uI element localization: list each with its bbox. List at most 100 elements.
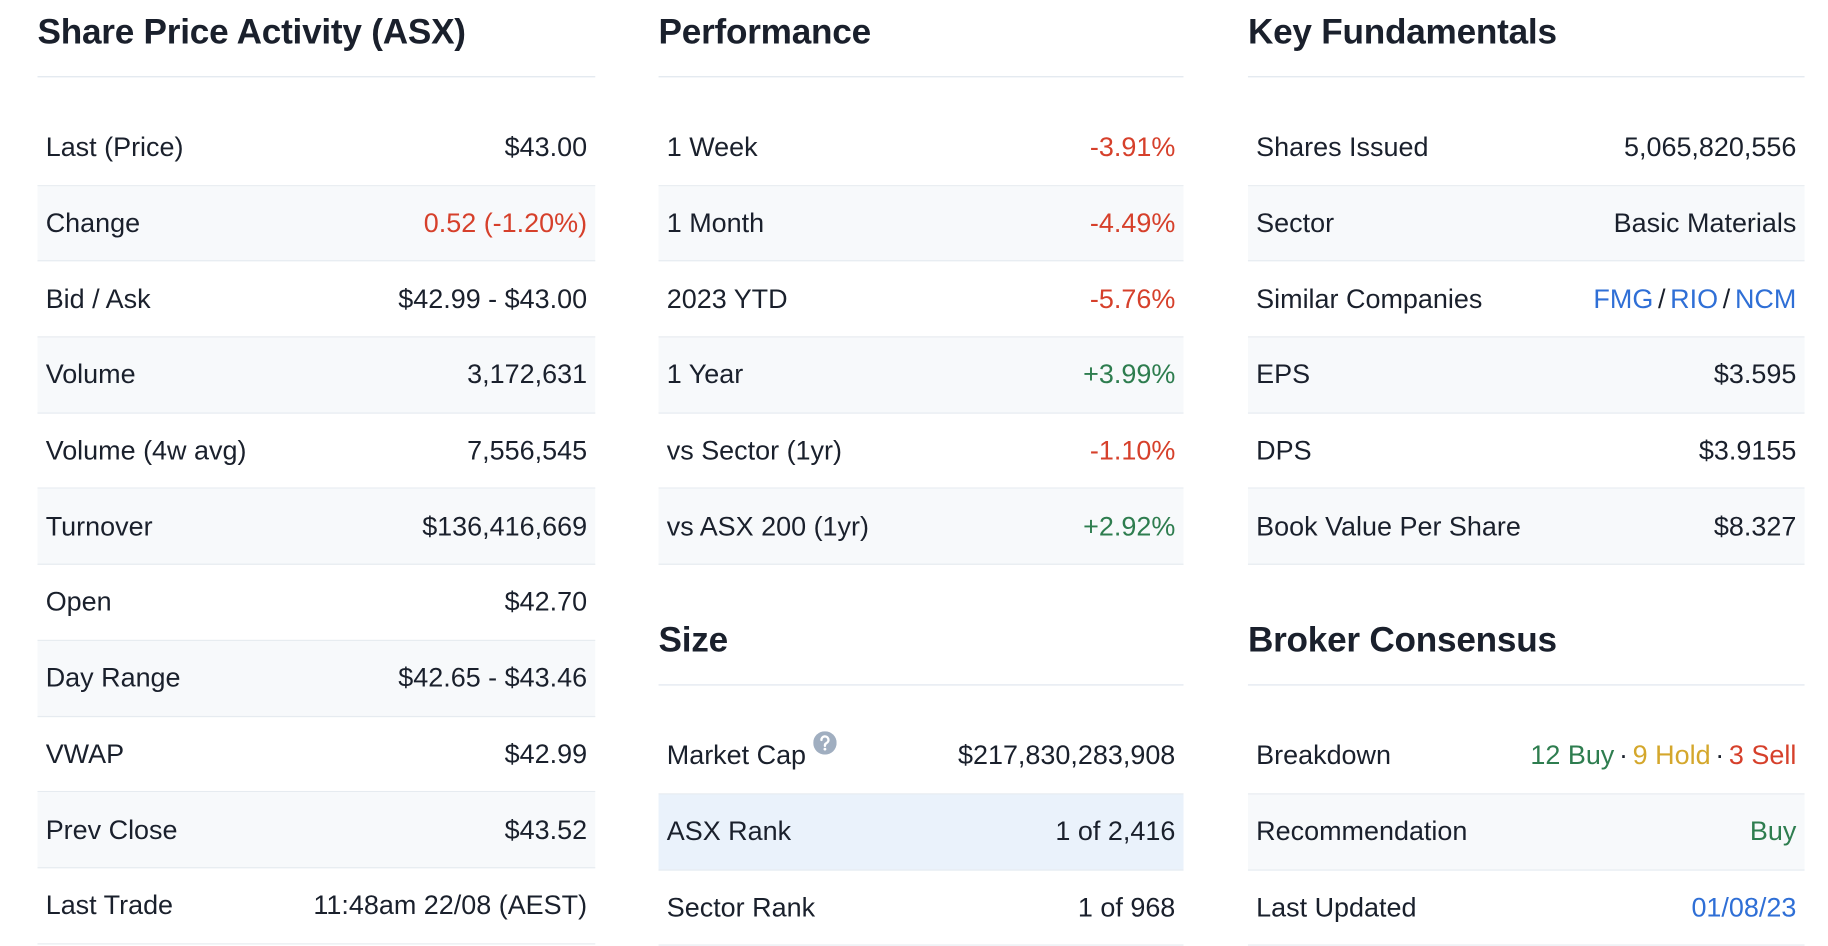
value-text: -4.49% — [1089, 207, 1176, 238]
row-label: Volume (4w avg) — [46, 435, 247, 467]
row-value: 12 Buy · 9 Hold · 3 Sell — [1530, 740, 1796, 772]
link[interactable]: 01/08/23 — [1691, 891, 1797, 923]
row-value: -3.91% — [1090, 132, 1175, 164]
table-row: 1 Month -4.49% — [658, 185, 1184, 262]
table-row: EPS $3.595 — [1247, 337, 1805, 414]
row-label: Last (Price) — [46, 132, 184, 164]
value-text: Basic Materials — [1613, 207, 1797, 238]
label-text: Day Range — [45, 662, 181, 693]
row-label: Open — [46, 586, 112, 618]
label-text: Book Value Per Share — [1256, 510, 1521, 542]
row-value: $8.327 — [1714, 511, 1796, 543]
value-text: $42.65 - $43.46 — [398, 662, 588, 693]
row-value: $42.65 - $43.46 — [398, 662, 587, 694]
table-row: Breakdown 12 Buy · 9 Hold · 3 Sell — [1247, 718, 1805, 795]
row-label: 1 Year — [667, 359, 743, 391]
table-row: DPS $3.9155 — [1247, 413, 1805, 490]
row-value: 1 of 2,416 — [1055, 816, 1175, 848]
label-text: Open — [45, 586, 112, 617]
value-text: $42.70 — [504, 586, 588, 617]
separator: · — [1715, 739, 1725, 771]
value-text: 1 of 2,416 — [1055, 815, 1176, 847]
link[interactable]: NCM — [1734, 283, 1797, 314]
table-row: Last Updated 01/08/23 — [1247, 870, 1805, 946]
row-value: $42.70 — [505, 586, 587, 618]
row-label: Recommendation — [1256, 816, 1467, 848]
row-value: -4.49% — [1090, 207, 1175, 239]
label-text: Market Cap — [666, 739, 807, 771]
row-label: Day Range — [46, 662, 181, 694]
row-label: Last Updated — [1256, 892, 1416, 924]
row-label: 2023 YTD — [667, 283, 788, 315]
table-row: vs ASX 200 (1yr) +2.92% — [658, 489, 1184, 565]
table-row: 2023 YTD -5.76% — [658, 262, 1184, 338]
table-row: Sector Rank 1 of 968 — [658, 870, 1184, 946]
row-label: Volume — [46, 359, 136, 391]
row-label: Similar Companies — [1256, 283, 1482, 315]
value-text: -3.91% — [1089, 131, 1176, 163]
row-label: Market Cap — [666, 731, 837, 772]
label-text: Shares Issued — [1256, 131, 1429, 163]
column-middle: Performance 1 Week -3.91% 1 Month -4.49% 2023… — [658, 0, 1184, 946]
row-label: 1 Month — [667, 207, 764, 239]
row-value: 11:48am 22/08 (AEST) — [313, 890, 587, 922]
row-label: EPS — [1256, 359, 1310, 391]
value-text: $42.99 - $43.00 — [398, 283, 588, 314]
row-value: +3.99% — [1083, 359, 1175, 391]
table-row: Shares Issued 5,065,820,556 — [1247, 110, 1805, 186]
row-label: Bid / Ask — [46, 283, 151, 315]
link[interactable]: RIO — [1670, 283, 1719, 314]
value-text: $43.00 — [504, 131, 588, 163]
label-text: Sector — [1256, 207, 1335, 238]
section-title: Performance — [658, 0, 1184, 78]
label-text: Last Updated — [1256, 891, 1417, 923]
section-title: Size — [658, 608, 1184, 686]
value-text: 1 of 968 — [1077, 891, 1176, 923]
link[interactable]: FMG — [1593, 283, 1654, 314]
value-text: -5.76% — [1089, 283, 1176, 314]
value-text: 0.52 (-1.20%) — [423, 207, 588, 238]
row-value: Basic Materials — [1614, 207, 1797, 239]
value-text: Buy — [1749, 815, 1797, 847]
table-row: Book Value Per Share $8.327 — [1247, 489, 1805, 565]
section-title: Share Price Activity (ASX) — [37, 0, 596, 78]
table-row: Sector Basic Materials — [1247, 185, 1805, 262]
label-text: EPS — [1256, 359, 1311, 390]
row-value: $42.99 — [505, 738, 587, 770]
value-text: 11:48am 22/08 (AEST) — [313, 889, 588, 921]
table-row: Recommendation Buy — [1247, 794, 1805, 871]
separator: / — [1722, 283, 1731, 314]
value-text: 5,065,820,556 — [1623, 131, 1797, 163]
table-row: Change 0.52 (-1.20%) — [37, 185, 596, 262]
row-value: FMG / RIO / NCM — [1593, 283, 1796, 315]
label-text: Last Trade — [45, 889, 174, 921]
row-value: $3.595 — [1714, 359, 1796, 391]
row-label: Prev Close — [46, 814, 178, 846]
row-label: Book Value Per Share — [1256, 511, 1521, 543]
value-text: $43.52 — [504, 813, 588, 845]
help-icon[interactable] — [813, 731, 837, 755]
row-value: +2.92% — [1083, 511, 1175, 543]
label-text: vs Sector (1yr) — [666, 434, 842, 466]
row-value: 5,065,820,556 — [1624, 132, 1796, 164]
row-value: $43.52 — [505, 814, 587, 846]
value-part: 9 Hold — [1632, 739, 1711, 771]
row-value: Buy — [1750, 816, 1796, 848]
value-text: +2.92% — [1083, 510, 1176, 542]
value-text: $3.595 — [1713, 359, 1797, 390]
value-text: $8.327 — [1713, 510, 1797, 542]
table-row: Turnover $136,416,669 — [37, 489, 596, 565]
label-text: Volume (4w avg) — [45, 434, 247, 466]
label-text: 1 Year — [666, 359, 744, 390]
row-value: 01/08/23 — [1691, 892, 1796, 924]
table-row: Open $42.70 — [37, 565, 596, 641]
row-label: vs ASX 200 (1yr) — [667, 511, 869, 543]
label-text: 1 Week — [666, 131, 758, 163]
row-label: vs Sector (1yr) — [667, 435, 842, 467]
row-label: 1 Week — [667, 132, 758, 164]
row-label: Sector Rank — [667, 892, 815, 924]
section: Share Price Activity (ASX) Last (Price) $4… — [37, 0, 596, 944]
label-text: Bid / Ask — [45, 283, 151, 314]
